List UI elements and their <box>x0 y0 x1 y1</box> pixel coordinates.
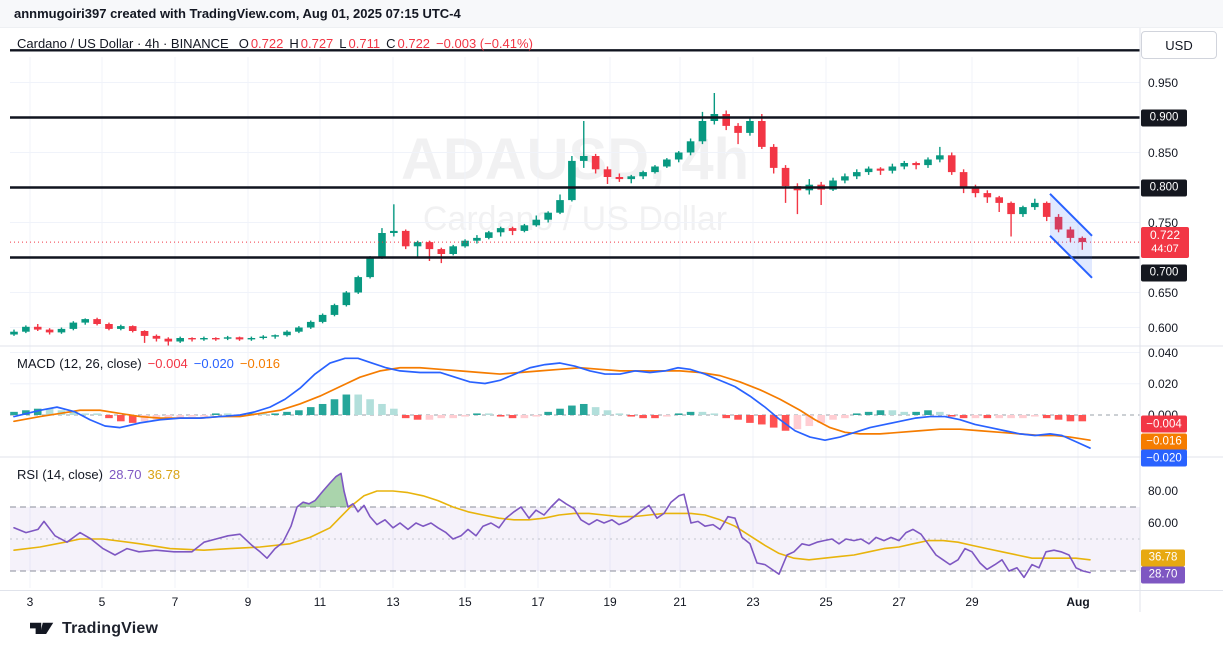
macd-signal-value: −0.016 <box>239 356 281 371</box>
price-level-badge: 0.900 <box>1141 109 1187 126</box>
rsi-value: 28.70 <box>108 467 142 482</box>
price-level-badge: 0.800 <box>1141 179 1187 196</box>
macd-axis-badge: −0.020 <box>1141 449 1187 467</box>
price-level-badge: 0.700 <box>1141 264 1187 281</box>
macd-axis-label: 0.020 <box>1148 376 1179 391</box>
close-label: C <box>386 36 396 51</box>
price-axis-label: 0.850 <box>1148 145 1179 160</box>
current-price-badge: 0.722 44:07 <box>1141 227 1189 258</box>
rsi-axis-label: 60.00 <box>1148 516 1179 530</box>
time-axis-label: 23 <box>746 595 760 609</box>
macd-hist-value: −0.004 <box>147 356 188 371</box>
change-value: −0.003 (−0.41%) <box>436 36 533 51</box>
high-label: H <box>289 36 299 51</box>
header-bar: annmugoiri397 created with TradingView.c… <box>0 0 1223 28</box>
time-axis-label: 15 <box>458 595 472 609</box>
macd-axis-badge: −0.016 <box>1141 433 1187 450</box>
rsi-ma-value: 36.78 <box>147 467 181 482</box>
time-axis-label: 5 <box>98 595 106 609</box>
price-axis-label: 0.600 <box>1148 320 1179 335</box>
macd-axis-badge: −0.004 <box>1141 415 1187 433</box>
rsi-axis-badge: 28.70 <box>1141 566 1185 583</box>
close-value: 0.722 <box>397 36 431 51</box>
rsi-axis-badge: 36.78 <box>1141 549 1185 566</box>
attribution-text: annmugoiri397 created with TradingView.c… <box>14 6 461 21</box>
price-axis-label: 0.650 <box>1148 285 1179 300</box>
open-label: O <box>238 36 249 51</box>
bar-countdown: 44:07 <box>1151 243 1179 256</box>
tradingview-logo-text: TradingView <box>62 620 159 637</box>
macd-legend[interactable]: MACD (12, 26, close) −0.004 −0.020 −0.01… <box>17 356 280 371</box>
macd-axis-label: 0.040 <box>1148 345 1179 360</box>
rsi-legend[interactable]: RSI (14, close) 28.70 36.78 <box>17 467 180 482</box>
low-value: 0.711 <box>348 36 381 51</box>
time-axis-label: 7 <box>171 595 179 609</box>
macd-title: MACD <box>17 356 56 371</box>
time-axis-label: 27 <box>892 595 906 609</box>
currency-toggle-button[interactable]: USD <box>1141 31 1217 59</box>
time-axis-label: 17 <box>531 595 545 609</box>
tradingview-logo-icon <box>30 622 54 634</box>
macd-params: (12, 26, close) <box>59 356 142 371</box>
tradingview-logo[interactable]: TradingView <box>30 620 158 638</box>
time-axis-label: 11 <box>313 595 327 609</box>
time-axis-label: 13 <box>386 595 400 609</box>
time-axis-label: Aug <box>1066 595 1090 609</box>
time-axis-label: 9 <box>244 595 252 609</box>
symbol-legend[interactable]: Cardano / US Dollar · 4h · BINANCE O 0.72… <box>17 36 533 51</box>
rsi-title: RSI (14, close) <box>17 467 103 482</box>
time-axis-label: 19 <box>603 595 617 609</box>
rsi-axis-label: 80.00 <box>1148 484 1179 498</box>
time-axis-label: 3 <box>26 595 34 609</box>
price-axis-label: 0.950 <box>1148 75 1179 90</box>
current-price-value: 0.722 <box>1149 228 1181 243</box>
time-axis-label: 25 <box>819 595 833 609</box>
symbol-title: Cardano / US Dollar · 4h · BINANCE <box>17 36 229 51</box>
low-label: L <box>339 36 347 51</box>
high-value: 0.727 <box>300 36 334 51</box>
time-axis-label: 29 <box>965 595 979 609</box>
open-value: 0.722 <box>250 36 284 51</box>
macd-line-value: −0.020 <box>193 356 234 371</box>
time-axis-label: 21 <box>673 595 687 609</box>
price-axis-label: 0.750 <box>1148 215 1179 230</box>
